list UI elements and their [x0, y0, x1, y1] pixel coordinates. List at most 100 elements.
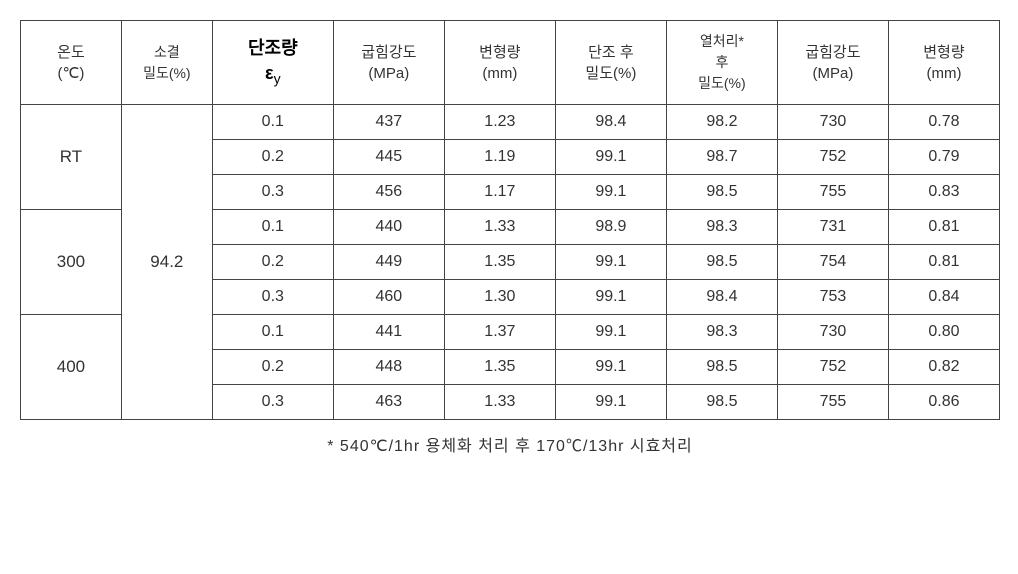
cell-def2: 0.81 [888, 245, 999, 280]
cell-forging: 0.1 [212, 315, 333, 350]
header-text: 열처리* [700, 33, 744, 49]
cell-bend1: 441 [333, 315, 444, 350]
cell-den-heat: 98.4 [666, 280, 777, 315]
cell-den-heat: 98.3 [666, 315, 777, 350]
header-text: 변형량 [479, 44, 520, 61]
cell-bend1: 460 [333, 280, 444, 315]
material-properties-table: 온도 (℃) 소결 밀도(%) 단조량 εy 굽힘강도 (MPa) 변형량 [20, 20, 1000, 420]
cell-den-after: 99.1 [555, 140, 666, 175]
cell-bend2: 753 [777, 280, 888, 315]
cell-def1: 1.37 [444, 315, 555, 350]
cell-den-heat: 98.5 [666, 350, 777, 385]
cell-den-after: 99.1 [555, 280, 666, 315]
cell-forging: 0.3 [212, 175, 333, 210]
cell-bend1: 448 [333, 350, 444, 385]
header-deformation-2: 변형량 (mm) [888, 21, 999, 105]
header-text: 단조 후 [588, 44, 634, 61]
cell-den-after: 99.1 [555, 245, 666, 280]
header-forging-amount: 단조량 εy [212, 21, 333, 105]
cell-bend2: 754 [777, 245, 888, 280]
cell-den-after: 99.1 [555, 315, 666, 350]
header-text: 굽힘강도 [361, 44, 416, 61]
header-text: 온도 [57, 44, 85, 61]
header-unit: (mm) [926, 65, 961, 82]
cell-def2: 0.83 [888, 175, 999, 210]
cell-temperature: 400 [21, 315, 122, 420]
header-deformation-1: 변형량 (mm) [444, 21, 555, 105]
header-unit: (mm) [482, 65, 517, 82]
header-bending-strength-1: 굽힘강도 (MPa) [333, 21, 444, 105]
table-footnote: * 540℃/1hr 용체화 처리 후 170℃/13hr 시효처리 [20, 432, 1000, 456]
header-unit: 밀도(%) [143, 65, 191, 81]
cell-den-heat: 98.3 [666, 210, 777, 245]
cell-def2: 0.79 [888, 140, 999, 175]
header-text2: 후 [715, 54, 728, 70]
cell-bend2: 730 [777, 315, 888, 350]
header-unit: (MPa) [368, 65, 409, 82]
cell-den-heat: 98.7 [666, 140, 777, 175]
cell-def1: 1.19 [444, 140, 555, 175]
header-after-forging-density: 단조 후 밀도(%) [555, 21, 666, 105]
cell-def2: 0.86 [888, 385, 999, 420]
cell-bend2: 752 [777, 140, 888, 175]
cell-def1: 1.30 [444, 280, 555, 315]
cell-den-after: 99.1 [555, 385, 666, 420]
cell-den-heat: 98.2 [666, 105, 777, 140]
header-symbol: εy [265, 63, 281, 83]
cell-def2: 0.81 [888, 210, 999, 245]
cell-bend2: 755 [777, 385, 888, 420]
header-text: 굽힘강도 [805, 44, 860, 61]
header-unit: 밀도(%) [698, 75, 746, 91]
cell-temperature: 300 [21, 210, 122, 315]
header-after-heat-density: 열처리* 후 밀도(%) [666, 21, 777, 105]
cell-bend1: 449 [333, 245, 444, 280]
cell-bend1: 437 [333, 105, 444, 140]
header-temperature: 온도 (℃) [21, 21, 122, 105]
header-text: 소결 [154, 44, 180, 60]
header-bending-strength-2: 굽힘강도 (MPa) [777, 21, 888, 105]
header-sinter-density: 소결 밀도(%) [121, 21, 212, 105]
cell-den-heat: 98.5 [666, 245, 777, 280]
cell-forging: 0.1 [212, 105, 333, 140]
header-unit: 밀도(%) [585, 65, 636, 82]
cell-bend2: 752 [777, 350, 888, 385]
cell-def1: 1.35 [444, 245, 555, 280]
cell-forging: 0.2 [212, 140, 333, 175]
header-row: 온도 (℃) 소결 밀도(%) 단조량 εy 굽힘강도 (MPa) 변형량 [21, 21, 1000, 105]
cell-den-after: 99.1 [555, 175, 666, 210]
cell-bend1: 445 [333, 140, 444, 175]
cell-def2: 0.82 [888, 350, 999, 385]
cell-bend1: 440 [333, 210, 444, 245]
header-text: 변형량 [923, 44, 964, 61]
cell-bend1: 463 [333, 385, 444, 420]
cell-forging: 0.2 [212, 350, 333, 385]
cell-den-after: 99.1 [555, 350, 666, 385]
cell-bend2: 731 [777, 210, 888, 245]
cell-def1: 1.33 [444, 210, 555, 245]
cell-temperature: RT [21, 105, 122, 210]
cell-den-heat: 98.5 [666, 175, 777, 210]
cell-def2: 0.78 [888, 105, 999, 140]
cell-def2: 0.84 [888, 280, 999, 315]
cell-den-after: 98.4 [555, 105, 666, 140]
cell-bend1: 456 [333, 175, 444, 210]
cell-den-heat: 98.5 [666, 385, 777, 420]
header-unit: (℃) [58, 65, 85, 82]
cell-bend2: 730 [777, 105, 888, 140]
cell-sinter-density: 94.2 [121, 105, 212, 420]
table-row: RT 94.2 0.1 437 1.23 98.4 98.2 730 0.78 [21, 105, 1000, 140]
header-unit: (MPa) [812, 65, 853, 82]
cell-def1: 1.23 [444, 105, 555, 140]
cell-def1: 1.35 [444, 350, 555, 385]
cell-den-after: 98.9 [555, 210, 666, 245]
table-body: RT 94.2 0.1 437 1.23 98.4 98.2 730 0.78 … [21, 105, 1000, 420]
cell-forging: 0.3 [212, 280, 333, 315]
data-table-container: 온도 (℃) 소결 밀도(%) 단조량 εy 굽힘강도 (MPa) 변형량 [20, 20, 1000, 456]
cell-bend2: 755 [777, 175, 888, 210]
cell-forging: 0.1 [212, 210, 333, 245]
cell-forging: 0.2 [212, 245, 333, 280]
cell-def2: 0.80 [888, 315, 999, 350]
header-text: 단조량 [248, 38, 298, 58]
cell-def1: 1.17 [444, 175, 555, 210]
cell-forging: 0.3 [212, 385, 333, 420]
